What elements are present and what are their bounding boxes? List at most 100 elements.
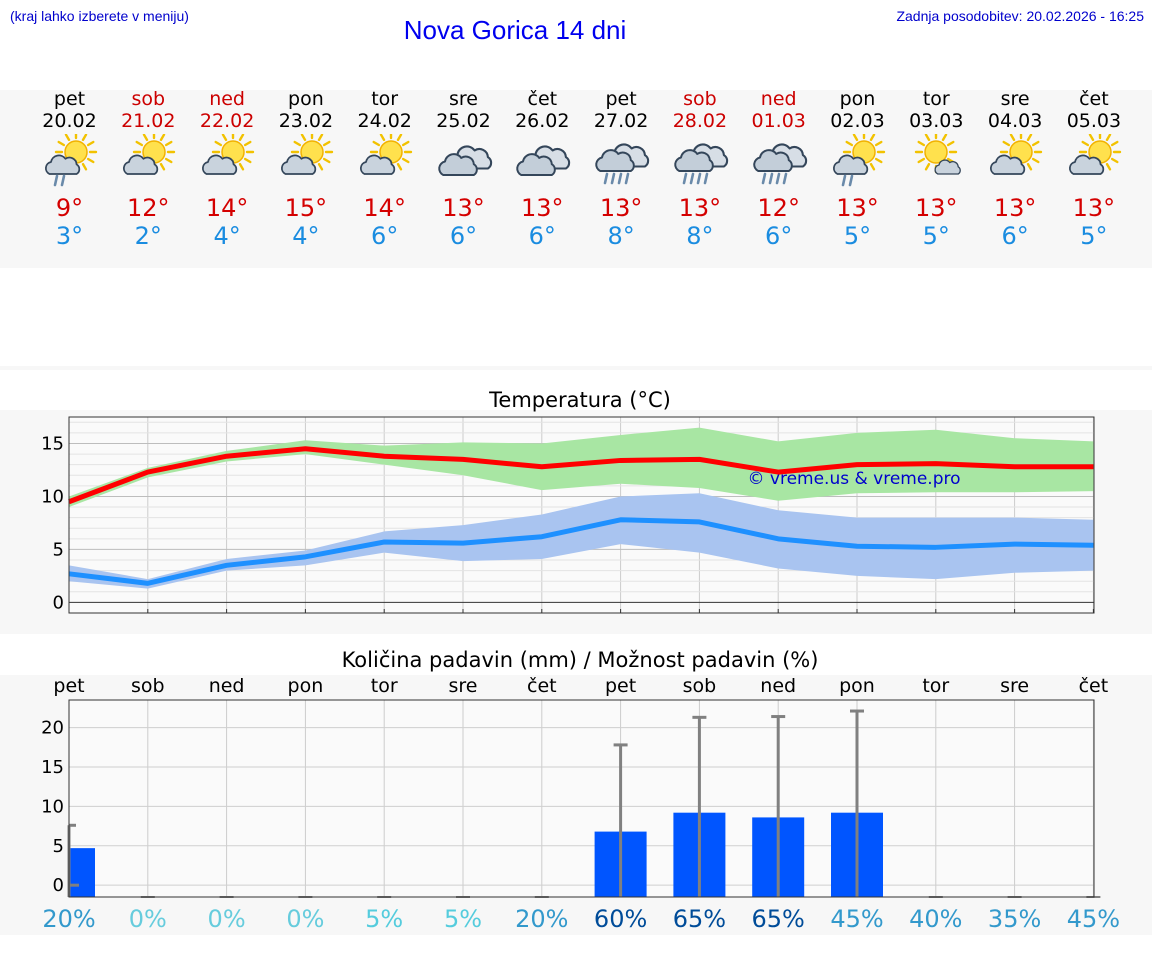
forecast-day: pet 20.02 9° 3° bbox=[30, 88, 109, 250]
day-label: čet bbox=[1079, 675, 1109, 697]
watermark: © vreme.us & vreme.pro bbox=[747, 469, 960, 489]
temp-max: 13° bbox=[993, 194, 1037, 222]
precip-probability: 40% bbox=[909, 905, 962, 933]
temperature-chart: 0 5 10 15 © vreme.us & vreme.pro bbox=[41, 416, 1095, 614]
temp-max: 9° bbox=[55, 194, 84, 222]
y-tick-label: 20 bbox=[41, 718, 64, 739]
temp-min: 2° bbox=[134, 222, 162, 250]
precip-probability: 20% bbox=[515, 905, 568, 933]
day-date: 21.02 bbox=[121, 110, 176, 132]
y-tick-label: 10 bbox=[41, 486, 64, 507]
y-tick-label: 0 bbox=[53, 875, 64, 896]
y-tick-label: 15 bbox=[41, 757, 64, 778]
day-label: sre bbox=[1000, 675, 1029, 697]
weather-icon bbox=[123, 134, 176, 175]
y-tick-label: 15 bbox=[41, 433, 64, 454]
weather-icon bbox=[437, 145, 492, 176]
temp-min: 6° bbox=[528, 222, 556, 250]
day-name: tor bbox=[371, 88, 399, 110]
plot-frame bbox=[68, 699, 1095, 898]
temp-min: 4° bbox=[292, 222, 320, 250]
forecast-day: čet 26.02 13° 6° bbox=[503, 88, 582, 250]
forecast-day: pet 27.02 13° 8° bbox=[582, 88, 661, 250]
weather-icon bbox=[832, 134, 885, 187]
day-label: pon bbox=[839, 675, 875, 697]
day-label: ned bbox=[209, 675, 245, 697]
day-name: sob bbox=[131, 88, 166, 110]
temp-max: 13° bbox=[836, 194, 879, 222]
forecast-day: čet 05.03 13° 5° bbox=[1054, 88, 1133, 250]
day-date: 26.02 bbox=[515, 110, 570, 132]
weather-icon bbox=[516, 145, 571, 176]
temp-max: 13° bbox=[1072, 194, 1116, 222]
day-name: pon bbox=[288, 88, 324, 110]
precip-probability: 5% bbox=[444, 905, 482, 933]
min-temp-range-band bbox=[69, 493, 1094, 589]
menu-hint: (kraj lahko izberete v meniju) bbox=[10, 8, 189, 24]
precip-probability: 45% bbox=[1067, 905, 1120, 933]
precip-bar bbox=[69, 848, 95, 897]
day-date: 03.03 bbox=[909, 110, 964, 132]
day-name: pet bbox=[605, 88, 637, 110]
day-label: sob bbox=[131, 675, 165, 697]
day-name: čet bbox=[1079, 88, 1109, 110]
temp-min: 5° bbox=[922, 222, 950, 250]
temp-max: 13° bbox=[915, 194, 958, 222]
day-date: 22.02 bbox=[199, 110, 255, 132]
max-temp-range-band bbox=[69, 427, 1094, 508]
temp-max: 13° bbox=[521, 194, 564, 222]
forecast-day: tor 03.03 13° 5° bbox=[897, 88, 976, 250]
weather-icon bbox=[674, 143, 728, 185]
y-tick-label: 5 bbox=[53, 539, 64, 560]
precip-probability: 65% bbox=[673, 905, 726, 933]
precip-chart-title: Količina padavin (mm) / Možnost padavin … bbox=[341, 648, 819, 672]
plot-frame bbox=[68, 416, 1095, 614]
forecast-day: ned 01.03 12° 6° bbox=[739, 88, 818, 250]
max-temp-line bbox=[68, 446, 1094, 505]
precip-probability: 0% bbox=[129, 905, 167, 933]
day-name: sre bbox=[1000, 88, 1030, 110]
day-label: ned bbox=[760, 675, 796, 697]
y-tick-label: 10 bbox=[41, 796, 64, 817]
weather-icon bbox=[280, 134, 334, 175]
precip-probability: 45% bbox=[830, 905, 883, 933]
temp-min: 6° bbox=[1001, 222, 1029, 250]
day-label: pet bbox=[605, 675, 636, 697]
forecast-day: sre 25.02 13° 6° bbox=[424, 88, 503, 250]
temp-min: 4° bbox=[213, 222, 241, 250]
forecast-day: pon 23.02 15° 4° bbox=[266, 88, 345, 250]
day-date: 28.02 bbox=[672, 110, 728, 132]
weather-icon bbox=[915, 134, 962, 175]
temp-min: 6° bbox=[449, 222, 478, 250]
precip-probability: 20% bbox=[42, 905, 95, 933]
min-temp-line bbox=[68, 517, 1094, 586]
temp-min: 6° bbox=[765, 222, 793, 250]
forecast-days: pet 20.02 9° 3° sob 21.02 12° 2° ned 22.02 14° 4° po… bbox=[0, 88, 1152, 268]
weather-icon bbox=[752, 143, 807, 185]
temp-min: 5° bbox=[843, 222, 872, 250]
day-date: 25.02 bbox=[436, 110, 491, 132]
weather-icon bbox=[44, 134, 97, 187]
day-date: 02.03 bbox=[830, 110, 885, 132]
forecast-day: ned 22.02 14° 4° bbox=[188, 88, 267, 250]
precip-probability: 35% bbox=[988, 905, 1041, 933]
precip-probability: 65% bbox=[752, 905, 805, 933]
temp-chart-title: Temperatura (°C) bbox=[489, 388, 671, 412]
day-date: 05.03 bbox=[1066, 110, 1122, 132]
weather-icon bbox=[1068, 134, 1122, 175]
precip-probability: 60% bbox=[594, 905, 647, 933]
y-tick-label: 5 bbox=[53, 836, 64, 857]
day-date: 24.02 bbox=[357, 110, 412, 132]
weather-icon bbox=[359, 134, 412, 175]
day-label: sre bbox=[449, 675, 478, 697]
page-title: Nova Gorica 14 dni bbox=[403, 15, 627, 45]
forecast-day: tor 24.02 14° 6° bbox=[345, 88, 424, 250]
day-name: pon bbox=[839, 88, 876, 110]
day-name: ned bbox=[760, 88, 797, 110]
weather-icon bbox=[990, 134, 1043, 175]
divider bbox=[0, 366, 1152, 370]
day-label: sob bbox=[683, 675, 717, 697]
temp-max: 12° bbox=[757, 194, 800, 222]
temp-min: 5° bbox=[1080, 222, 1108, 250]
temp-min: 6° bbox=[371, 222, 399, 250]
